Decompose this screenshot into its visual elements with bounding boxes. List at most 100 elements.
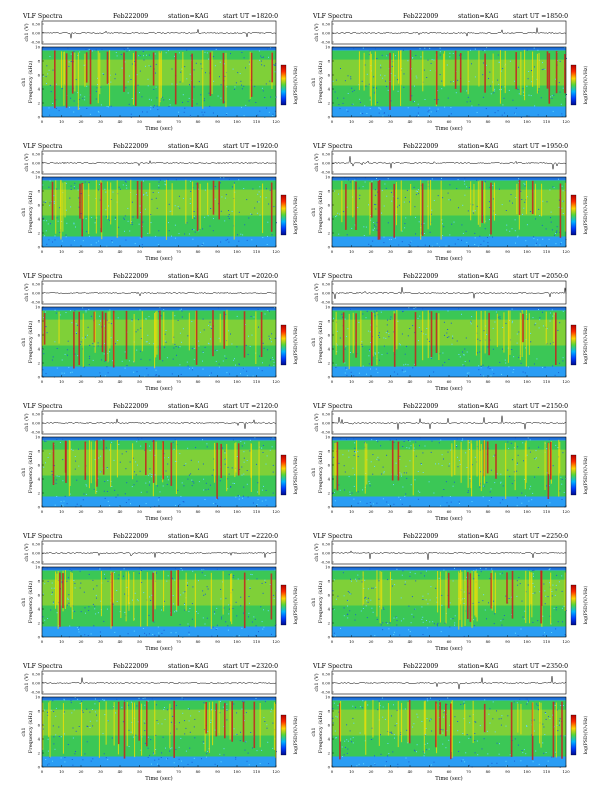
noise-speck [542, 325, 544, 327]
noise-speck [58, 110, 60, 112]
noise-speck [237, 495, 239, 496]
noise-speck [264, 701, 266, 703]
noise-speck [407, 60, 409, 62]
noise-speck [533, 363, 535, 365]
noise-speck [517, 454, 519, 456]
noise-speck [140, 212, 141, 213]
noise-speck [532, 582, 534, 584]
noise-speck [103, 73, 105, 75]
noise-speck [471, 501, 473, 503]
noise-speck [141, 244, 143, 246]
noise-speck [393, 704, 394, 706]
noise-speck [521, 502, 523, 504]
emission-streak [376, 312, 378, 366]
noise-speck [332, 590, 334, 592]
noise-speck [143, 592, 145, 594]
noise-speck [126, 50, 128, 52]
emission-streak [506, 572, 508, 604]
noise-speck [452, 485, 454, 487]
emission-streak [95, 441, 97, 494]
noise-speck [60, 757, 62, 759]
time-xtick-label: 50 [137, 249, 142, 254]
panel-start-time: start UT =2220:0 [223, 533, 278, 540]
noise-speck [204, 568, 206, 570]
emission-streak [132, 52, 134, 105]
emission-streak [94, 311, 96, 353]
noise-speck [65, 236, 67, 238]
noise-speck [525, 495, 526, 497]
noise-speck [426, 328, 428, 329]
noise-speck [246, 470, 248, 471]
freq-ytick-label: 4 [328, 217, 331, 222]
noise-speck [133, 371, 135, 373]
noise-speck [556, 60, 558, 61]
noise-speck [264, 116, 266, 118]
noise-speck [470, 736, 472, 738]
noise-speck [384, 183, 386, 185]
emission-streak [555, 702, 557, 758]
noise-speck [364, 64, 366, 66]
noise-speck [549, 615, 551, 617]
noise-speck [455, 92, 457, 94]
colorbar [280, 324, 287, 366]
noise-speck [369, 349, 370, 351]
spectrogram-ylabel-top: ch1 [21, 77, 27, 86]
spectrogram-panel-12: VLF Spectra Feb222009 station=KAG start UT … [311, 663, 589, 782]
noise-speck [263, 347, 265, 349]
noise-speck [168, 203, 170, 205]
channel-ytick-label: 0.30 [32, 23, 41, 27]
emission-streak [171, 183, 173, 216]
noise-speck [60, 177, 62, 178]
noise-speck [140, 445, 142, 447]
noise-speck [425, 733, 427, 735]
noise-speck [397, 197, 399, 199]
noise-speck [274, 307, 276, 309]
emission-streak [470, 181, 472, 221]
noise-speck [77, 355, 79, 357]
noise-speck [466, 242, 468, 243]
noise-speck [148, 484, 150, 486]
time-xtick-label: 80 [196, 119, 201, 124]
noise-speck [500, 620, 502, 622]
noise-speck [123, 575, 124, 577]
noise-speck [69, 493, 71, 495]
freq-ytick-label: 10 [35, 565, 40, 570]
noise-speck [352, 705, 354, 707]
noise-speck [151, 763, 152, 765]
noise-speck [105, 191, 107, 193]
emission-streak [503, 312, 505, 353]
noise-speck [262, 90, 264, 92]
noise-speck [265, 83, 267, 85]
noise-speck [486, 334, 488, 335]
noise-speck [182, 101, 183, 103]
noise-speck [426, 77, 428, 78]
noise-speck [226, 86, 228, 88]
noise-speck [225, 194, 227, 196]
noise-speck [479, 725, 481, 727]
channel-ytick-label: 0.00 [32, 162, 41, 166]
noise-speck [350, 578, 351, 580]
noise-speck [62, 459, 64, 461]
noise-speck [376, 178, 377, 179]
channel-ytick-label: 0.00 [322, 292, 331, 296]
noise-speck [73, 222, 75, 224]
noise-speck [349, 181, 351, 183]
noise-speck [440, 729, 442, 730]
noise-speck [476, 325, 478, 327]
noise-speck [351, 492, 353, 494]
noise-speck [157, 109, 159, 111]
noise-speck [466, 576, 468, 578]
noise-speck [487, 346, 489, 348]
emission-streak [145, 442, 147, 475]
noise-speck [526, 454, 528, 456]
noise-speck [128, 746, 130, 747]
noise-speck [421, 721, 423, 722]
noise-speck [537, 49, 539, 51]
noise-speck [56, 439, 58, 440]
noise-speck [484, 228, 486, 230]
noise-speck [145, 341, 147, 343]
noise-speck [532, 621, 534, 623]
noise-speck [54, 748, 56, 750]
noise-speck [426, 698, 428, 700]
noise-speck [560, 243, 561, 245]
